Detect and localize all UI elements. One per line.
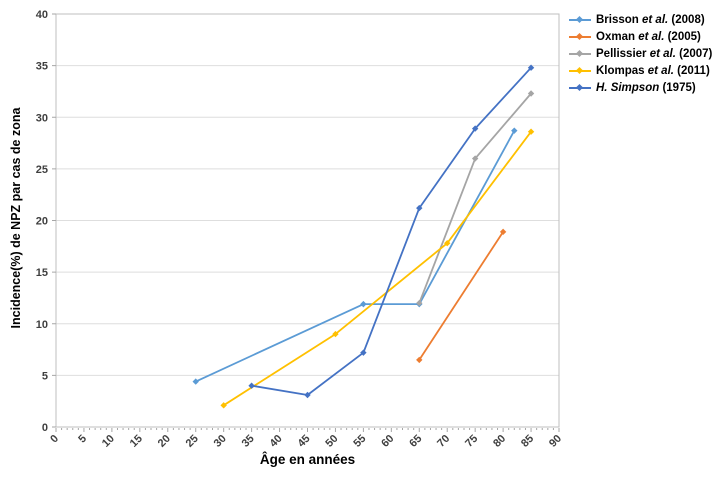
- legend-item-pellissier-2007: Pellissier et al. (2007): [569, 45, 712, 62]
- legend-line-swatch: [569, 32, 591, 40]
- legend-label: H. Simpson (1975): [596, 81, 696, 94]
- legend-marker-icon: [575, 15, 584, 23]
- data-point-simpson-1975: [360, 349, 367, 356]
- legend-item-klompas-2011: Klompas et al. (2011): [569, 62, 712, 79]
- legend-label: Oxman et al. (2005): [596, 30, 701, 43]
- legend-label: Brisson et al. (2008): [596, 13, 705, 26]
- legend-marker-icon: [575, 83, 584, 91]
- legend-item-oxman-2005: Oxman et al. (2005): [569, 28, 712, 45]
- x-tick-label: 15: [128, 433, 145, 450]
- legend-label: Pellissier et al. (2007): [596, 47, 713, 60]
- y-tick-label: 40: [36, 9, 48, 21]
- x-tick-label: 75: [463, 433, 480, 450]
- y-tick-label: 10: [36, 319, 48, 331]
- legend-item-simpson-1975: H. Simpson (1975): [569, 79, 712, 96]
- data-point-brisson-2008: [511, 127, 518, 134]
- legend-line-swatch: [569, 83, 591, 91]
- x-tick-label: 20: [156, 433, 173, 450]
- series-line-oxman-2005: [418, 230, 505, 361]
- x-tick-label: 5: [76, 433, 89, 446]
- legend: Brisson et al. (2008) Oxman et al. (2005)…: [569, 11, 712, 96]
- x-tick-label: 30: [212, 433, 229, 450]
- legend-marker-icon: [575, 49, 584, 57]
- data-point-pellissier-2007: [527, 90, 535, 97]
- y-tick-label: 20: [36, 216, 48, 228]
- x-tick-label: 70: [435, 433, 452, 450]
- series-line-simpson-1975: [250, 66, 532, 396]
- data-point-simpson-1975: [416, 204, 423, 212]
- x-tick-label: 65: [407, 433, 424, 450]
- y-tick-label: 35: [36, 61, 48, 73]
- series-line-klompas-2011: [222, 130, 532, 407]
- legend-label: Klompas et al. (2011): [596, 64, 710, 77]
- x-tick-label: 45: [295, 433, 312, 450]
- data-point-simpson-1975: [471, 125, 479, 132]
- x-tick-label: 85: [519, 433, 536, 450]
- legend-line-swatch: [569, 66, 591, 74]
- x-axis-title: Âge en années: [259, 452, 356, 467]
- x-tick-label: 90: [547, 433, 564, 450]
- y-tick-label: 5: [42, 370, 48, 382]
- legend-line-swatch: [569, 49, 591, 57]
- data-point-klompas-2011: [332, 330, 339, 338]
- y-tick-label: 0: [42, 422, 48, 434]
- data-point-oxman-2005: [416, 356, 423, 364]
- data-point-simpson-1975: [248, 382, 255, 389]
- data-point-brisson-2008: [192, 378, 199, 385]
- x-tick-label: 0: [48, 433, 61, 446]
- data-point-simpson-1975: [304, 391, 311, 399]
- x-tick-label: 40: [268, 433, 285, 450]
- legend-marker-icon: [575, 66, 584, 74]
- data-point-pellissier-2007: [416, 299, 423, 307]
- x-tick-label: 35: [240, 433, 257, 450]
- data-point-oxman-2005: [499, 228, 507, 236]
- x-tick-label: 10: [100, 433, 117, 450]
- y-tick-label: 25: [36, 164, 48, 176]
- x-tick-label: 55: [351, 433, 368, 450]
- x-tick-label: 25: [184, 433, 201, 450]
- y-tick-label: 15: [36, 267, 48, 279]
- legend-line-swatch: [569, 15, 591, 23]
- y-axis-title: Incidence(%) de NPZ par cas de zona: [9, 107, 23, 329]
- data-point-brisson-2008: [360, 300, 367, 308]
- data-point-pellissier-2007: [471, 155, 479, 162]
- data-point-klompas-2011: [527, 128, 535, 135]
- data-point-klompas-2011: [220, 402, 227, 409]
- x-tick-label: 50: [323, 433, 340, 450]
- legend-item-brisson-2008: Brisson et al. (2008): [569, 11, 712, 28]
- y-tick-label: 30: [36, 112, 48, 124]
- series-line-brisson-2008: [194, 129, 516, 383]
- data-point-simpson-1975: [527, 64, 535, 71]
- x-tick-label: 80: [491, 433, 508, 450]
- x-tick-label: 60: [379, 433, 396, 450]
- legend-marker-icon: [575, 32, 584, 40]
- data-point-klompas-2011: [444, 240, 451, 247]
